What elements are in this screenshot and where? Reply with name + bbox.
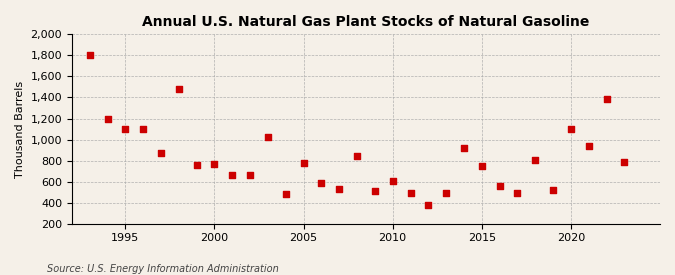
Point <box>477 164 487 168</box>
Point <box>245 173 256 178</box>
Point <box>441 191 452 196</box>
Point <box>102 116 113 121</box>
Point <box>352 154 362 159</box>
Point <box>138 127 148 131</box>
Point <box>619 160 630 164</box>
Y-axis label: Thousand Barrels: Thousand Barrels <box>15 81 25 178</box>
Point <box>566 127 576 131</box>
Point <box>423 203 434 207</box>
Point <box>405 191 416 196</box>
Point <box>458 146 469 150</box>
Point <box>120 127 131 131</box>
Point <box>369 189 380 193</box>
Point <box>583 144 594 148</box>
Text: Source: U.S. Energy Information Administration: Source: U.S. Energy Information Administ… <box>47 264 279 274</box>
Title: Annual U.S. Natural Gas Plant Stocks of Natural Gasoline: Annual U.S. Natural Gas Plant Stocks of … <box>142 15 590 29</box>
Point <box>530 157 541 162</box>
Point <box>512 191 523 196</box>
Point <box>547 188 558 192</box>
Point <box>334 187 345 191</box>
Point <box>387 178 398 183</box>
Point <box>156 151 167 155</box>
Point <box>298 161 309 165</box>
Point <box>209 162 220 166</box>
Point <box>191 163 202 167</box>
Point <box>601 96 612 101</box>
Point <box>263 135 273 140</box>
Point <box>227 173 238 178</box>
Point <box>173 87 184 91</box>
Point <box>84 53 95 57</box>
Point <box>494 184 505 188</box>
Point <box>280 192 291 197</box>
Point <box>316 180 327 185</box>
